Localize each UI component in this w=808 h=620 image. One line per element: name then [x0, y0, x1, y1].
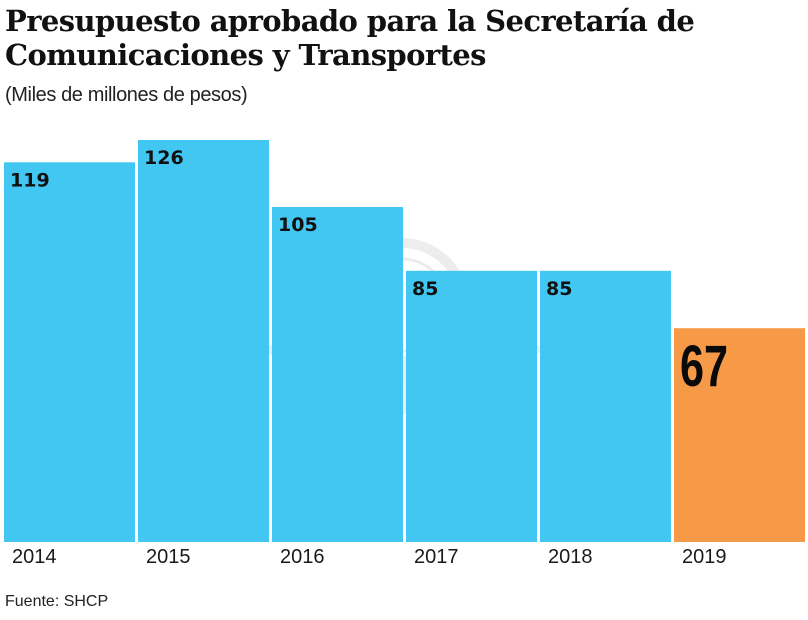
data-label-2016: 105 [278, 214, 318, 236]
bar-2016 [272, 207, 403, 542]
x-tick-2014: 2014 [12, 546, 57, 568]
bar-2017 [406, 270, 537, 542]
data-label-2017: 85 [412, 278, 438, 300]
x-tick-2016: 2016 [280, 546, 325, 568]
data-label-2018: 85 [546, 278, 572, 300]
x-tick-2015: 2015 [146, 546, 191, 568]
x-tick-2018: 2018 [548, 546, 593, 568]
source-note: Fuente: SHCP [5, 593, 109, 610]
bar-2018 [540, 270, 671, 542]
data-label-2015: 126 [144, 147, 184, 169]
x-tick-2017: 2017 [414, 546, 459, 568]
x-tick-2019: 2019 [682, 546, 727, 568]
data-label-2019: 67 [680, 334, 728, 399]
chart-title: Presupuesto aprobado para la Secretaría … [5, 4, 695, 72]
chart-subtitle: (Miles de millones de pesos) [5, 84, 248, 106]
bar-2015 [138, 140, 269, 542]
data-label-2014: 119 [10, 169, 50, 191]
bar-chart: 119 126 105 85 85 67 2014 2015 2016 2017 2018 2019 [4, 140, 805, 568]
bar-2014 [4, 162, 135, 543]
bar-2019 [674, 328, 805, 542]
